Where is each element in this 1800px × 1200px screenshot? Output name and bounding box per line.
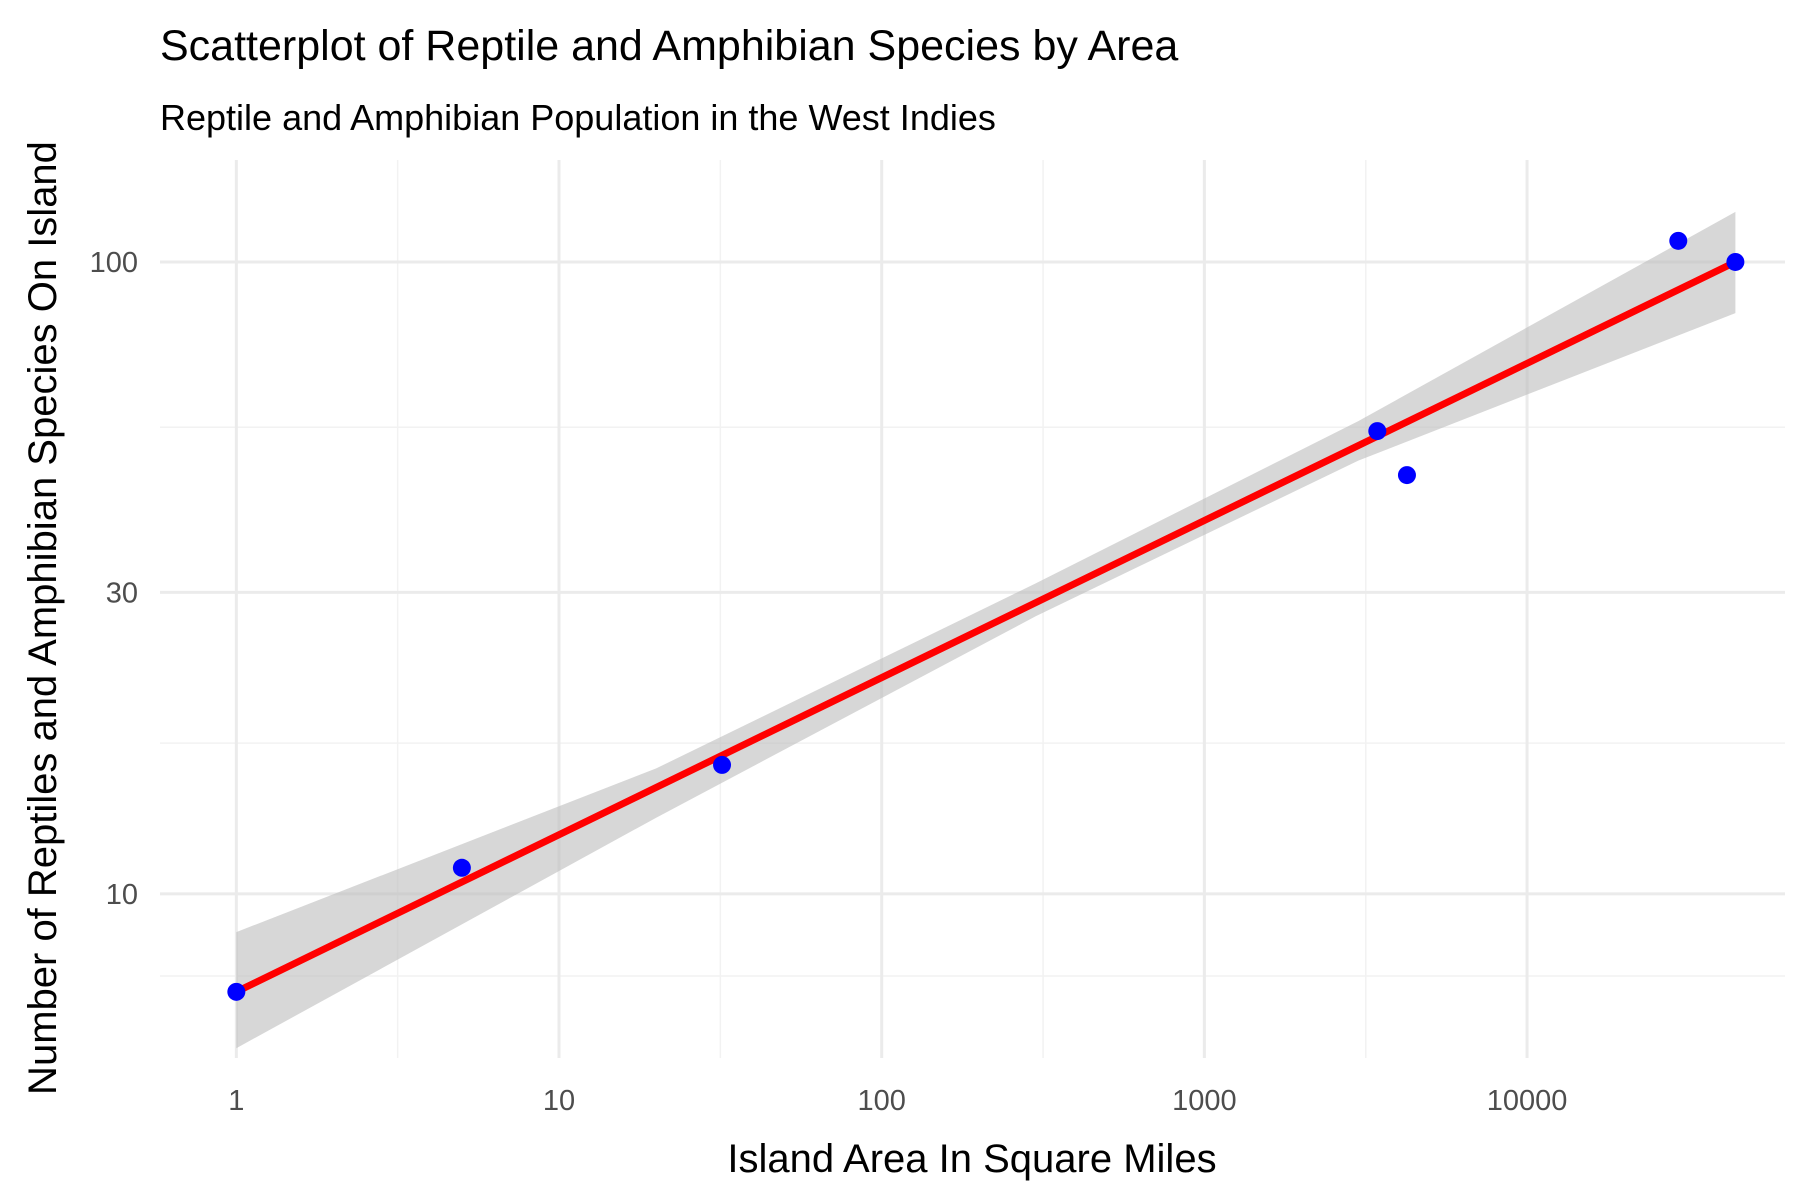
data-point: [452, 858, 471, 877]
x-axis-title: Island Area In Square Miles: [727, 1137, 1216, 1181]
major-gridlines: [160, 160, 1785, 1058]
data-point: [1669, 231, 1688, 250]
data-point: [1726, 252, 1745, 271]
x-tick-label: 100: [858, 1085, 906, 1117]
chart-title: Scatterplot of Reptile and Amphibian Spe…: [160, 22, 1178, 70]
fit-line-layer: [234, 258, 1737, 995]
y-axis-title: Number of Reptiles and Amphibian Species…: [21, 141, 65, 1095]
data-points-layer: [227, 231, 1745, 1001]
data-point: [1368, 422, 1387, 441]
data-point: [1397, 466, 1416, 485]
data-point: [227, 982, 246, 1001]
y-tick-label: 30: [106, 577, 138, 609]
x-tick-label: 1: [228, 1085, 244, 1117]
fit-line: [234, 258, 1737, 995]
y-tick-label: 10: [106, 879, 138, 911]
y-axis-tick-labels: 10 30 100: [90, 247, 138, 911]
x-tick-label: 10000: [1487, 1085, 1568, 1117]
y-tick-label: 100: [90, 247, 138, 279]
x-axis-tick-labels: 1 10 100 1000 10000: [228, 1085, 1567, 1117]
minor-gridlines: [160, 160, 1785, 1058]
chart-subtitle: Reptile and Amphibian Population in the …: [160, 97, 996, 138]
data-point: [713, 755, 732, 774]
x-tick-label: 10: [543, 1085, 575, 1117]
x-tick-label: 1000: [1172, 1085, 1237, 1117]
